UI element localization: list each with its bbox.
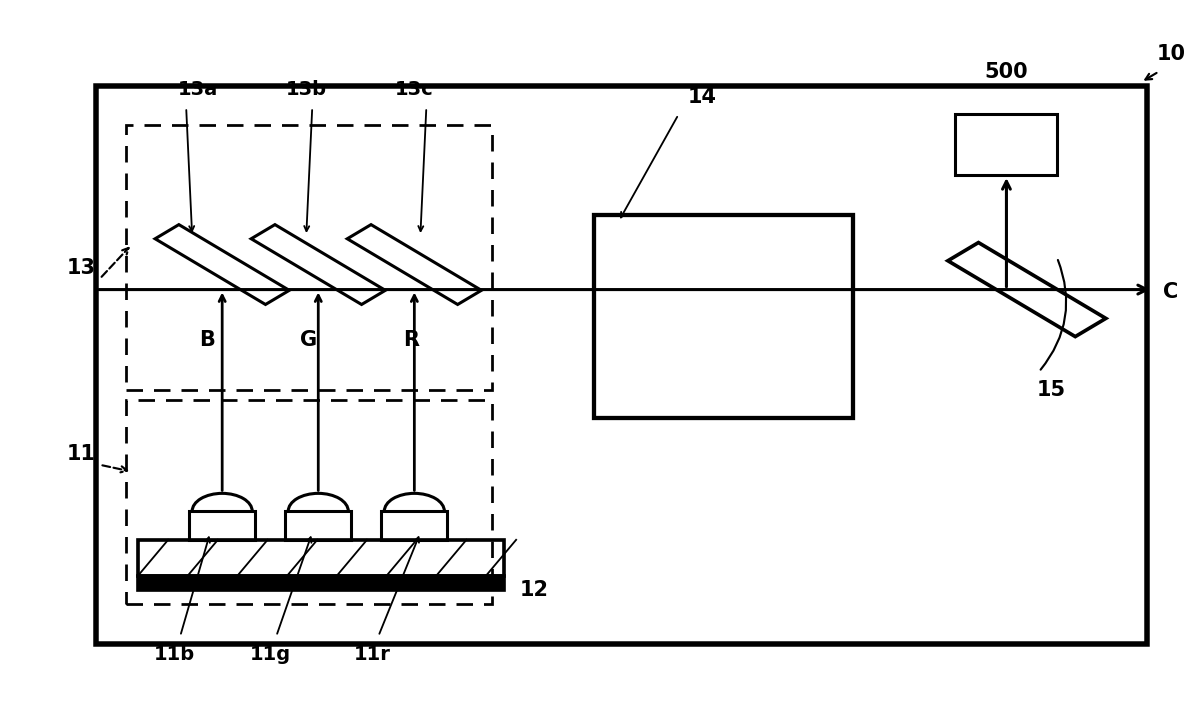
- Bar: [126, 125, 492, 390]
- Text: 500: 500: [985, 61, 1028, 82]
- Bar: [286, 511, 352, 540]
- Text: 13a: 13a: [178, 80, 219, 99]
- Text: G: G: [300, 330, 317, 350]
- Bar: [594, 214, 853, 418]
- Bar: [138, 540, 504, 576]
- Bar: [126, 400, 492, 604]
- Text: 11: 11: [67, 444, 96, 464]
- Text: B: B: [198, 330, 215, 350]
- Text: 12: 12: [520, 580, 549, 600]
- Bar: [381, 511, 447, 540]
- Bar: [190, 511, 255, 540]
- Text: 14: 14: [688, 87, 717, 107]
- Text: 11r: 11r: [354, 645, 390, 664]
- Text: 10: 10: [1157, 44, 1185, 64]
- Text: 13c: 13c: [395, 80, 434, 99]
- Text: 13: 13: [67, 258, 96, 278]
- Bar: [96, 86, 1147, 644]
- Text: C: C: [1163, 282, 1178, 302]
- Bar: [955, 114, 1057, 175]
- Text: 13b: 13b: [286, 80, 327, 99]
- Bar: [138, 576, 504, 590]
- Text: 11b: 11b: [154, 645, 195, 664]
- Text: 15: 15: [1036, 380, 1065, 400]
- Text: R: R: [402, 330, 419, 350]
- Text: 11g: 11g: [250, 645, 291, 664]
